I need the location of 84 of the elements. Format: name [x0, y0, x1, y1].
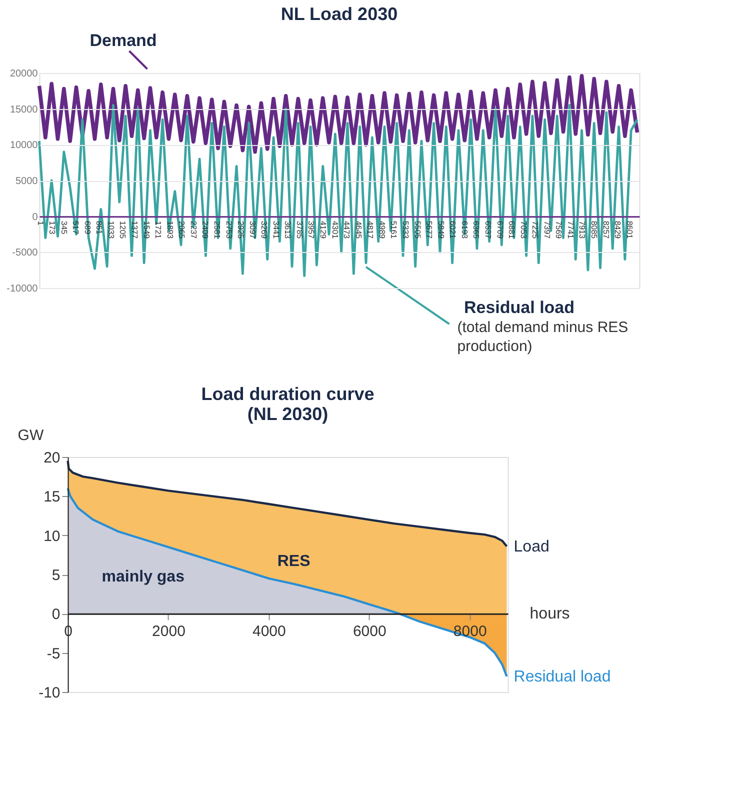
x-tick-label: 689	[82, 220, 92, 235]
x-tick-label: 3269	[260, 220, 269, 240]
x-tick-label: 8429	[613, 220, 622, 240]
x-tick-label: 1549	[142, 220, 151, 240]
y-tick-label: 15000	[10, 104, 38, 116]
x-tick-label: 5333	[400, 220, 410, 240]
x-tick-label: 6709	[495, 220, 504, 240]
x-tick-label: 7397	[542, 220, 552, 240]
x-tick-label: 5849	[436, 220, 446, 240]
chart-title: NL Load 2030	[280, 4, 398, 24]
series-label: RES	[277, 552, 311, 570]
y-tick-label: 0	[52, 606, 60, 624]
text: Demand	[90, 31, 157, 50]
chart-title: Load duration curve (NL 2030)	[201, 384, 374, 424]
x-tick-label: 1893	[165, 220, 174, 240]
x-tick-label: 3957	[306, 220, 316, 240]
annotation: (total demand minus RES production)	[457, 319, 628, 355]
x-tick-label: 861	[94, 220, 104, 235]
x-tick-label: 7569	[554, 220, 564, 240]
x-tick-label: 5505	[412, 220, 422, 240]
x-axis-title: hours	[530, 606, 570, 623]
x-tick-label: 8000	[453, 623, 487, 640]
x-tick-label: 3441	[271, 220, 280, 240]
y-tick-label: -5	[46, 645, 60, 662]
x-tick-label: 4000	[252, 623, 286, 640]
x-tick-label: 4817	[366, 220, 375, 240]
y-tick-label: -10	[38, 684, 60, 702]
x-tick-label: 7225	[530, 220, 540, 240]
x-tick-label: 345	[59, 220, 68, 235]
y-tick-label: -5000	[12, 248, 38, 259]
x-tick-label: 2925	[236, 220, 246, 240]
x-tick-label: 2237	[188, 220, 198, 240]
x-tick-label: 6365	[472, 220, 481, 240]
x-tick-label: 3613	[283, 220, 292, 240]
y-tick-label: -10000	[6, 284, 38, 294]
series-label: Residual load	[514, 668, 611, 686]
x-tick-label: 173	[48, 220, 57, 235]
x-tick-label: 5677	[424, 220, 434, 240]
x-tick-label: 1721	[154, 220, 163, 240]
y-tick-label: 5	[52, 567, 60, 584]
x-tick-label: 6021	[448, 220, 458, 240]
x-tick-label: 3785	[294, 220, 304, 240]
series-label: Residual load	[464, 298, 575, 317]
x-tick-label: 6000	[352, 623, 386, 640]
y-tick-label: 15	[44, 488, 60, 506]
x-tick-label: 5161	[389, 220, 398, 240]
x-tick-label: 8601	[624, 220, 634, 240]
line-series	[66, 487, 508, 678]
x-tick-label: 6881	[507, 220, 516, 240]
x-tick-label: 2065	[177, 220, 186, 240]
x-tick-label: 1033	[106, 220, 116, 240]
x-tick-label: 7053	[518, 220, 528, 240]
x-tick-label: 4129	[318, 220, 328, 240]
x-tick-label: 7913	[578, 220, 587, 240]
y-axis-title: GW	[18, 427, 44, 444]
series-label: mainly gas	[102, 568, 185, 586]
x-tick-label: 1377	[130, 220, 140, 240]
x-tick-label: 2000	[152, 623, 186, 640]
x-tick-label: 4301	[330, 220, 340, 240]
y-tick-label: 20000	[10, 68, 38, 80]
y-tick-label: 10	[44, 528, 60, 545]
x-tick-label: 2581	[212, 220, 222, 240]
x-tick-label: 6537	[483, 220, 492, 240]
x-tick-label: 1205	[118, 220, 128, 240]
y-tick-label: 10000	[10, 140, 38, 152]
x-tick-label: 1	[36, 220, 45, 226]
line-series	[37, 74, 640, 154]
x-tick-label: 4645	[354, 220, 363, 240]
y-tick-label: 5000	[16, 176, 38, 187]
x-tick-label: 8085	[590, 220, 599, 240]
line-series	[38, 104, 638, 278]
line-series	[66, 460, 508, 548]
y-tick-label: 20	[44, 450, 60, 466]
x-tick-label: 4989	[377, 220, 386, 240]
series-label: Load	[514, 538, 550, 556]
x-tick-label: 6193	[460, 220, 469, 240]
x-tick-label: 7741	[566, 220, 575, 240]
y-tick-label: 0	[32, 212, 38, 223]
x-tick-label: 4473	[342, 220, 352, 240]
x-tick-label: 517	[71, 220, 80, 235]
x-tick-label: 3097	[248, 220, 257, 240]
x-tick-label: 2409	[200, 220, 210, 240]
x-tick-label: 8257	[601, 220, 610, 240]
x-tick-label: 2753	[224, 220, 234, 240]
